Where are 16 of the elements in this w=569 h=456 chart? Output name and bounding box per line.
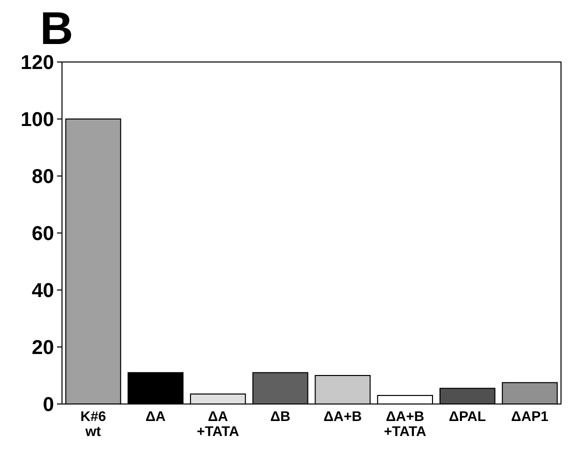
x-tick-label: ΔPAL [448, 408, 486, 424]
y-tick-label: 80 [32, 166, 54, 188]
x-tick-label: ΔA [145, 408, 166, 424]
y-tick-label: 20 [32, 337, 54, 359]
y-tick-label: 100 [20, 109, 54, 131]
x-tick-label: ΔA +TATA [196, 408, 240, 439]
chart-title: B [40, 2, 74, 54]
y-tick-label: 0 [42, 394, 54, 416]
y-tick-label: 120 [20, 52, 54, 74]
y-tick-label: 40 [32, 280, 54, 302]
x-tick-label: ΔAP1 [511, 408, 549, 424]
x-tick-label: ΔA+B +TATA [384, 408, 426, 439]
y-tick-label: 60 [32, 223, 54, 245]
x-tick-label: ΔA+B [323, 408, 362, 424]
x-tick-label: K#6 wt [80, 408, 106, 439]
x-tick-label: ΔB [270, 408, 290, 424]
